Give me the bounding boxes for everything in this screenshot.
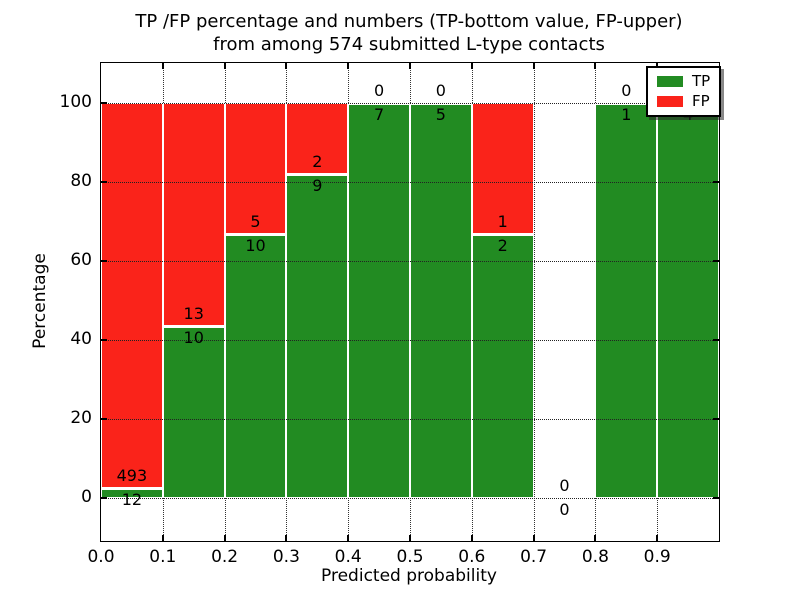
x-tick-label: 0.3 [272,547,300,567]
bar-label-tp: 5 [435,104,446,124]
bar-label-fp: 2 [312,152,323,172]
bar-segment-fp [101,102,163,489]
bar-label-tp: 0 [559,499,570,519]
x-tick-label: 0.7 [520,547,548,567]
bar-segment-tp [286,174,349,498]
bar-label-tp: 10 [245,236,266,256]
bar-segment-tp [595,102,658,498]
tp-color-swatch [657,76,683,87]
bar-segment-fp [224,102,287,235]
y-tick-mark [713,338,719,341]
horizontal-gridline [101,260,719,262]
bar-segment-tp [101,488,163,498]
x-tick-mark [285,63,288,69]
y-tick-label: 20 [70,407,92,428]
bar-segment-fp [162,102,225,326]
plot-area: 49312131051029070512000140.00.10.20.30.4… [87,62,720,567]
horizontal-gridline [101,102,719,104]
vertical-gridline [533,63,535,541]
bar-label-tp: 12 [121,490,143,510]
bar-label-fp: 0 [621,80,632,100]
y-tick-label: 60 [70,249,92,270]
y-tick-mark [101,417,107,420]
y-tick-mark [101,259,107,262]
x-axis-label: Predicted probability [321,566,497,586]
x-tick-label: 0.2 [211,547,239,567]
legend-label-fp: FP [692,92,710,110]
y-tick-mark [713,180,719,183]
x-tick-mark [161,535,164,541]
x-tick-mark [347,535,350,541]
x-tick-mark [594,63,597,69]
y-tick-label: 0 [81,486,92,507]
y-tick-label: 100 [59,91,92,112]
fp-color-swatch [657,96,683,107]
x-tick-label: 0.4 [334,547,362,567]
x-tick-mark [223,63,226,69]
x-tick-mark [409,535,411,541]
x-tick-label: 0.9 [643,547,671,567]
bar-label-fp: 5 [250,212,261,232]
x-tick-mark [470,63,473,69]
y-tick-mark [713,259,719,262]
y-tick-mark [101,496,107,499]
x-tick-mark [223,535,226,541]
legend: TP FP [646,66,722,117]
bar-label-tp: 1 [621,104,632,124]
y-tick-label: 40 [70,328,92,349]
x-tick-mark [347,63,350,69]
bar-label-fp: 493 [116,466,148,486]
legend-entry-fp: FP [657,94,710,109]
bar-label-tp: 10 [183,327,204,347]
bar-segment-tp [471,234,534,498]
legend-entry-tp: TP [657,74,710,89]
bar-segment-tp [657,102,719,498]
horizontal-gridline [101,181,719,183]
x-tick-mark [594,535,597,541]
x-tick-label: 0.5 [396,547,424,567]
chart-title-line1: TP /FP percentage and numbers (TP-bottom… [135,11,683,32]
horizontal-gridline [101,418,719,420]
y-tick-mark [713,496,719,499]
bar-label-fp: 1 [497,212,508,232]
x-tick-label: 0.0 [87,547,115,567]
legend-label-tp: TP [692,72,711,90]
horizontal-gridline [101,339,719,341]
x-tick-mark [285,535,288,541]
bar-label-fp: 0 [559,475,570,495]
bar-label-tp: 2 [497,236,508,256]
chart-title: TP /FP percentage and numbers (TP-bottom… [100,10,718,57]
bar-segment-tp [348,102,410,498]
x-tick-mark [656,535,659,541]
horizontal-gridline [101,497,719,499]
x-tick-label: 0.8 [581,547,609,567]
y-tick-mark [713,417,719,420]
x-tick-mark [532,63,535,69]
bar-label-tp: 7 [374,104,385,124]
bar-label-fp: 0 [374,80,385,100]
bar-segment-tp [224,234,287,498]
x-tick-mark [470,535,473,541]
bar-segment-tp [410,102,472,498]
x-tick-mark [532,535,535,541]
bar-label-fp: 0 [435,80,446,100]
bar-label-fp: 13 [183,303,204,323]
x-tick-mark [409,63,411,69]
y-tick-mark [101,338,107,341]
y-tick-mark [101,101,107,104]
bar-segment-fp [471,102,534,235]
x-tick-label: 0.6 [458,547,486,567]
y-tick-label: 80 [70,170,92,191]
bar-segment-tp [162,325,225,498]
bar-label-tp: 9 [312,176,323,196]
bar-segment-fp [286,102,349,175]
chart-title-line2: from among 574 submitted L-type contacts [213,34,605,56]
x-tick-mark [161,63,164,69]
x-tick-label: 0.1 [149,547,177,567]
y-tick-mark [101,180,107,183]
